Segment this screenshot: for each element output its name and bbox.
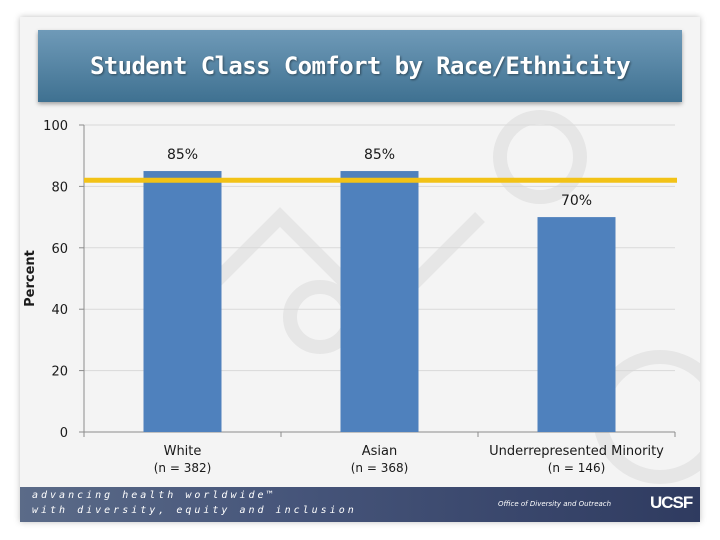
y-tick-label-0: 0 — [60, 426, 68, 441]
y-tick-label-20: 20 — [51, 365, 68, 380]
data-label-1: 85% — [364, 147, 395, 163]
bar-2 — [537, 217, 616, 432]
x-sample-size-label-1: (n = 368) — [351, 461, 409, 475]
bar-chart: 0 20 40 60 80 100 Percent 85% White (n = 382) 85% A… — [23, 119, 677, 475]
bar-1 — [340, 171, 419, 433]
office-name: Office of Diversity and Outreach — [498, 500, 612, 508]
slide: Student Class Comfort by Race/Ethnicity … — [20, 17, 700, 522]
x-category-label-1: Asian — [362, 444, 397, 459]
footer-band: advancing health worldwide™ with diversi… — [20, 487, 700, 522]
x-category-label-2: Underrepresented Minority — [489, 444, 664, 459]
tagline-line-2: with diversity, equity and inclusion — [32, 505, 357, 516]
x-category-label-0: White — [164, 444, 202, 459]
chart-title: Student Class Comfort by Race/Ethnicity — [89, 52, 631, 80]
y-tick-label-100: 100 — [43, 119, 68, 134]
ucsf-logo: UCSF — [650, 493, 693, 512]
y-tick-label-60: 60 — [51, 242, 68, 257]
x-sample-size-label-0: (n = 382) — [154, 461, 212, 475]
seal-watermark-icon — [175, 110, 700, 484]
bar-0 — [143, 171, 222, 433]
title-banner: Student Class Comfort by Race/Ethnicity — [38, 30, 682, 102]
tagline-line-1: advancing health worldwide™ — [32, 490, 276, 501]
y-axis-label: Percent — [23, 250, 38, 307]
data-label-0: 85% — [167, 147, 198, 163]
y-tick-label-40: 40 — [51, 303, 68, 318]
y-tick-label-80: 80 — [51, 180, 68, 195]
x-sample-size-label-2: (n = 146) — [548, 461, 606, 475]
data-label-2: 70% — [561, 193, 592, 209]
